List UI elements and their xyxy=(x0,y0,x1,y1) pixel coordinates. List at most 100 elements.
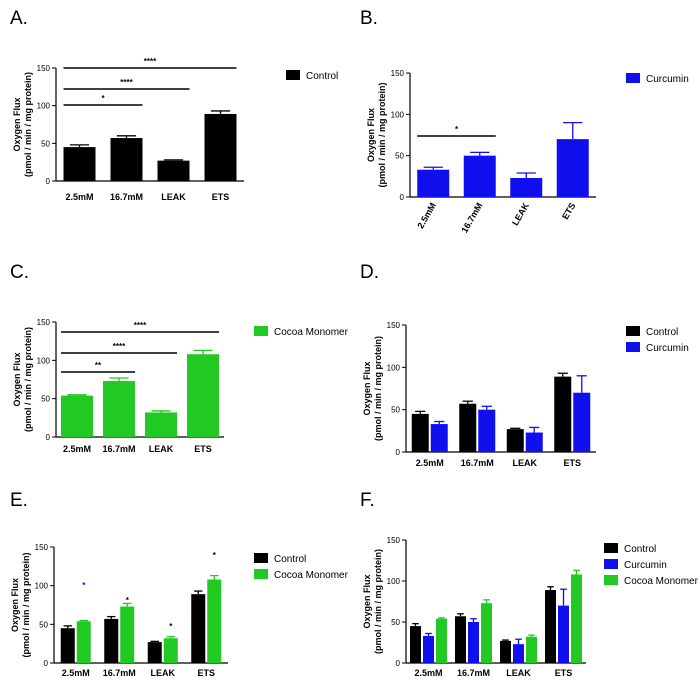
panel-f-legend-swatch-cocoa-monomer xyxy=(604,575,618,585)
panel-d-xtick-label: ETS xyxy=(563,458,581,468)
panel-d-bar-curcumin-25mm xyxy=(430,424,448,452)
panel-d-bar-control-25mm xyxy=(411,413,429,452)
panel-c-bar-cocoa-monomer-ets xyxy=(187,354,219,437)
panel-f-ylabel-line1: Oxygen Flux xyxy=(362,574,372,628)
panel-f-bar-control-leak xyxy=(500,640,511,663)
panel-c-ytick-label: 150 xyxy=(37,318,51,327)
panel-f-bar-cocoa-monomer-leak xyxy=(526,636,537,663)
panel-f-bar-curcumin-25mm xyxy=(423,635,434,663)
panel-a-bar-control-167mm xyxy=(110,138,143,181)
panel-f-letter: F. xyxy=(360,490,375,511)
panel-f-legend-swatch-control xyxy=(604,543,618,553)
panel-b-bar-curcumin-ets xyxy=(556,139,589,197)
panel-e-star-annotation: * xyxy=(82,581,86,590)
panel-e-star-annotation: * xyxy=(213,551,217,560)
panel-f-ytick-label: 150 xyxy=(387,536,401,545)
panel-c-significance-label: **** xyxy=(134,321,147,330)
panel-f-bar-cocoa-monomer-167mm xyxy=(481,603,492,663)
panel-b-ytick-label: 50 xyxy=(395,152,404,161)
panel-e-bar-control-167mm xyxy=(104,618,119,663)
panel-a-significance-label: **** xyxy=(120,78,133,87)
panel-d-xtick-label: 2.5mM xyxy=(416,458,444,468)
panel-f-ytick-label: 0 xyxy=(396,659,401,668)
panel-c-ytick-label: 50 xyxy=(41,395,50,404)
panel-b-bar-curcumin-167mm xyxy=(463,155,496,197)
panel-c-ytick-label: 100 xyxy=(37,356,51,365)
panel-a-legend-swatch-control xyxy=(286,70,300,80)
panel-d-ylabel-line1: Oxygen Flux xyxy=(362,361,372,415)
panel-e-ytick-label: 50 xyxy=(39,620,48,629)
panel-e-ylabel-line1: Oxygen Flux xyxy=(10,578,20,632)
panel-d-bar-curcumin-leak xyxy=(525,432,543,452)
panel-d-legend-label: Control xyxy=(646,327,678,338)
panel-e-bar-cocoa-monomer-leak xyxy=(163,638,178,663)
panel-e-legend-swatch-control xyxy=(254,553,268,563)
panel-d-ytick-label: 0 xyxy=(396,448,401,457)
panel-e-ytick-label: 150 xyxy=(35,543,49,552)
panel-f-bar-curcumin-leak xyxy=(513,644,524,663)
panel-e-ylabel-line2: (pmol / min / mg protein) xyxy=(21,553,31,658)
panel-d-ytick-label: 50 xyxy=(391,406,400,415)
panel-f-xtick-label: 2.5mM xyxy=(414,668,442,678)
panel-a-xtick-label: LEAK xyxy=(161,192,186,202)
panel-e-star-annotation: * xyxy=(169,622,173,631)
panel-b-xtick-label: ETS xyxy=(560,201,577,221)
panel-a-letter: A. xyxy=(10,8,28,29)
panel-c-xtick-label: 16.7mM xyxy=(102,444,135,454)
panel-e-legend-label: Control xyxy=(274,554,306,565)
panel-e-bar-cocoa-monomer-25mm xyxy=(76,621,91,663)
panel-b-letter: B. xyxy=(360,8,378,29)
panel-d-legend-label: Curcumin xyxy=(646,343,689,354)
panel-a-significance-label: **** xyxy=(144,57,157,66)
panel-f-bar-cocoa-monomer-ets xyxy=(571,574,582,663)
panel-f-ylabel-line2: (pmol / min / mg protein) xyxy=(373,549,383,654)
panel-d-bar-control-ets xyxy=(554,376,572,452)
panel-a-xtick-label: 16.7mM xyxy=(110,192,143,202)
panel-b-ytick-label: 150 xyxy=(391,69,405,78)
panel-f-xtick-label: ETS xyxy=(555,668,573,678)
panel-f-ytick-label: 100 xyxy=(387,577,401,586)
panel-e-bar-control-leak xyxy=(147,642,162,663)
panel-c-bar-cocoa-monomer-167mm xyxy=(103,381,135,437)
panel-a-significance-label: * xyxy=(101,94,105,103)
panel-a-bar-control-25mm xyxy=(63,147,96,181)
panel-f-ytick-label: 50 xyxy=(391,618,400,627)
panel-f-legend-label: Cocoa Monomer xyxy=(624,576,699,587)
panel-b-bar-curcumin-25mm xyxy=(417,169,450,197)
panel-a-bar-control-ets xyxy=(204,113,237,181)
panel-a-ytick-label: 100 xyxy=(37,102,51,111)
panel-d-bar-control-167mm xyxy=(459,403,477,452)
panel-a-ytick-label: 0 xyxy=(46,177,51,186)
panel-d-bar-curcumin-ets xyxy=(573,392,591,452)
panel-b-bar-curcumin-leak xyxy=(510,177,543,197)
panel-f-xtick-label: 16.7mM xyxy=(457,668,490,678)
panel-c-legend-label: Cocoa Monomer xyxy=(274,327,349,338)
panel-d-legend-swatch-curcumin xyxy=(626,342,640,352)
panel-f-legend-label: Curcumin xyxy=(624,560,667,571)
panel-a-ylabel-line2: (pmol / min / mg protein) xyxy=(23,72,33,177)
panel-e-bar-control-25mm xyxy=(60,628,75,663)
panel-d-letter: D. xyxy=(360,262,379,283)
panel-d-xtick-label: LEAK xyxy=(513,458,538,468)
panel-e-xtick-label: ETS xyxy=(197,668,215,678)
panel-d-ylabel-line2: (pmol / min / mg protein) xyxy=(373,336,383,441)
panel-f-bar-control-ets xyxy=(545,590,556,663)
panel-e-bar-cocoa-monomer-ets xyxy=(207,579,222,663)
panel-d-bar-control-leak xyxy=(506,429,524,452)
panel-d-legend-swatch-control xyxy=(626,326,640,336)
panel-b-ylabel-line2: (pmol / min / mg protein) xyxy=(377,83,387,188)
panel-b-xtick-label: 16.7mM xyxy=(459,201,484,235)
panel-a-legend-label: Control xyxy=(306,71,338,82)
panel-c-xtick-label: 2.5mM xyxy=(63,444,91,454)
panel-c-ylabel-line2: (pmol / min / mg protein) xyxy=(23,327,33,432)
panel-f-bar-curcumin-ets xyxy=(558,605,569,663)
panel-c-bar-cocoa-monomer-leak xyxy=(145,412,177,437)
panel-f-legend-label: Control xyxy=(624,544,656,555)
panel-a-ytick-label: 150 xyxy=(37,64,51,73)
panel-e-star-annotation: * xyxy=(126,596,130,605)
panel-f-legend-swatch-curcumin xyxy=(604,559,618,569)
panel-a-xtick-label: ETS xyxy=(212,192,230,202)
panel-b-legend-swatch-curcumin xyxy=(626,73,640,83)
panel-e-ytick-label: 0 xyxy=(44,659,49,668)
